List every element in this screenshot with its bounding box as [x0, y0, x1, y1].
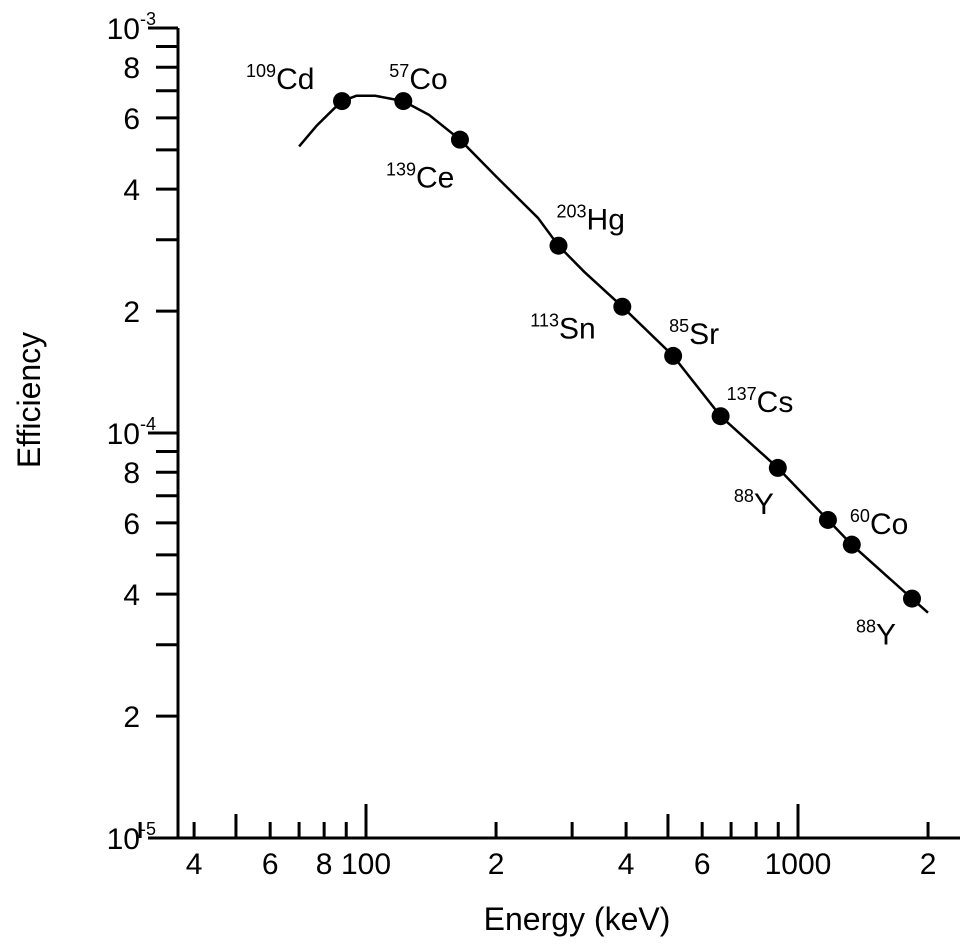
- y-tick-label: 6: [123, 103, 140, 136]
- y-tick-label: 2: [123, 701, 140, 734]
- point-label: 60Co: [850, 506, 908, 541]
- y-tick-label: 4: [123, 174, 140, 207]
- x-axis-title: Energy (keV): [484, 901, 671, 937]
- y-tick-label: 10-5: [107, 819, 156, 856]
- x-tick-label: 1000: [765, 848, 832, 881]
- point-label: 57Co: [389, 61, 447, 96]
- y-tick-label: 2: [123, 296, 140, 329]
- data-point: [711, 407, 730, 426]
- point-label: 85Sr: [669, 316, 719, 351]
- x-tick-label: 4: [618, 848, 635, 881]
- data-point: [768, 458, 787, 477]
- x-tick-label: 6: [262, 848, 279, 881]
- data-point: [842, 535, 861, 554]
- y-tick-label: 8: [123, 52, 140, 85]
- point-label: 109Cd: [246, 61, 314, 96]
- point-label: 88Y: [856, 617, 896, 652]
- points-layer: [333, 92, 921, 608]
- y-tick-label: 4: [123, 579, 140, 612]
- point-label: 137Cs: [727, 384, 794, 419]
- point-label: 203Hg: [557, 202, 625, 237]
- y-tick-label: 6: [123, 508, 140, 541]
- x-tick-label: 100: [341, 848, 391, 881]
- y-axis-title: Efficiency: [11, 332, 47, 468]
- x-tick-label: 8: [316, 848, 333, 881]
- data-point: [333, 92, 352, 111]
- data-point: [394, 92, 413, 111]
- x-tick-label: 2: [488, 848, 505, 881]
- data-point: [818, 510, 837, 529]
- x-tick-label: 6: [694, 848, 711, 881]
- y-tick-label: 8: [123, 457, 140, 490]
- y-tick-label: 10-4: [107, 414, 156, 451]
- data-point: [902, 589, 921, 608]
- x-tick-label: 4: [186, 848, 203, 881]
- axes: [176, 28, 960, 840]
- y-tick-label: 10-3: [107, 9, 156, 46]
- data-point: [613, 297, 632, 316]
- x-tick-label: 2: [920, 848, 937, 881]
- point-label: 139Ce: [386, 160, 454, 195]
- data-point: [450, 130, 469, 149]
- data-point: [549, 236, 568, 255]
- data-point: [664, 346, 683, 365]
- point-label: 88Y: [734, 486, 774, 521]
- ticks: [138, 26, 930, 840]
- point-label: 113Sn: [530, 311, 595, 346]
